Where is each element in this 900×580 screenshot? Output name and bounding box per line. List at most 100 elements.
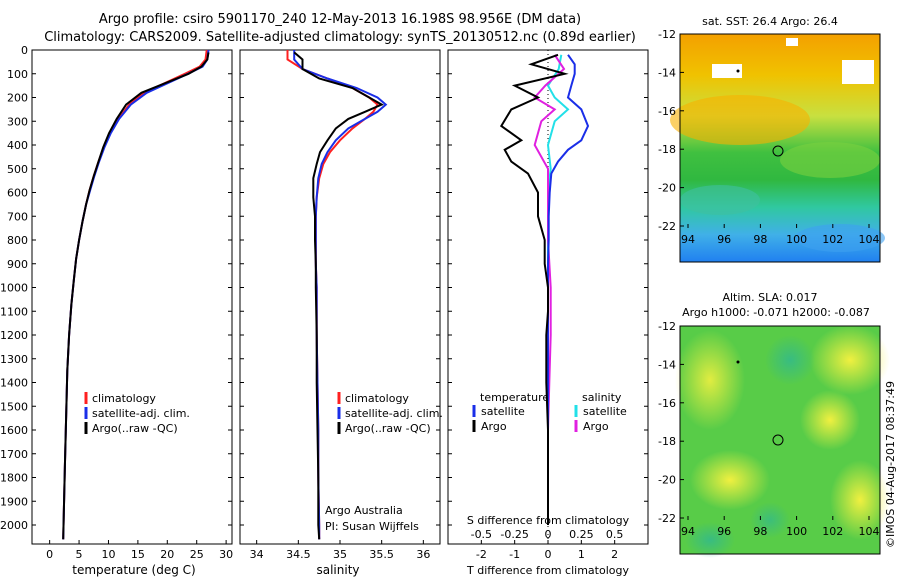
sst-lat-tick-label: -14	[658, 66, 676, 79]
temperature-x-tick-label: 10	[101, 548, 115, 561]
sla-lat-tick-label: -18	[658, 435, 676, 448]
t-diff-tick-label: 0	[545, 548, 552, 561]
depth-tick-label: 1300	[0, 353, 28, 366]
salinity-note-line1: Argo Australia	[325, 504, 403, 517]
sst-lat-tick-label: -20	[658, 182, 676, 195]
sst-lon-tick-label: 94	[681, 233, 695, 246]
chart-marks: 0100200300400500600700800900100011001200…	[0, 28, 880, 561]
temperature-x-tick-label: 25	[190, 548, 204, 561]
sla-map-title-line2: Argo h1000: -0.071 h2000: -0.087	[682, 306, 870, 319]
temperature-panel-frame	[31, 49, 233, 545]
temperature-series-1	[62, 49, 210, 540]
salinity-series-1	[293, 50, 388, 540]
depth-tick-label: 1400	[0, 377, 28, 390]
temperature-series-2	[62, 52, 210, 540]
depth-tick-label: 2000	[0, 519, 28, 532]
legend-item-temp-argo: Argo	[481, 420, 507, 433]
legend-item-temp-satellite: satellite	[481, 405, 525, 418]
sst-lon-tick-label: 100	[786, 233, 807, 246]
depth-tick-label: 700	[7, 210, 28, 223]
sla-lon-tick-label: 100	[786, 525, 807, 538]
sst-lon-tick-label: 102	[822, 233, 843, 246]
salinity-series-2	[293, 51, 384, 540]
depth-tick-label: 1900	[0, 495, 28, 508]
legend-item-climatology: climatology	[345, 392, 409, 405]
salinity-x-tick-label: 35	[333, 548, 347, 561]
difference-legend: temperature salinity satellite Argo sate…	[472, 391, 627, 433]
sla-lon-tick-label: 94	[681, 525, 695, 538]
salinity-x-tick-label: 35.5	[369, 548, 394, 561]
sla-lon-tick-label: 102	[822, 525, 843, 538]
sst-lat-tick-label: -12	[658, 28, 676, 41]
sst-lon-tick-label: 96	[717, 233, 731, 246]
depth-tick-label: 300	[7, 115, 28, 128]
s-diff-series-1	[533, 54, 566, 525]
temperature-x-tick-label: 0	[46, 548, 53, 561]
t-diff-tick-label: -2	[476, 548, 487, 561]
t-difference-axis-label: T difference from climatology	[466, 564, 629, 577]
legend-title-temperature: temperature	[480, 391, 549, 404]
salinity-series-0	[286, 50, 379, 540]
sla-lat-tick-label: -16	[658, 397, 676, 410]
legend-item-climatology: climatology	[92, 392, 156, 405]
sst-lon-tick-label: 98	[753, 233, 767, 246]
legend-item-argo: Argo(..raw -QC)	[345, 422, 431, 435]
s-diff-tick-label: 0.5	[606, 528, 624, 541]
sla-lon-tick-label: 104	[859, 525, 880, 538]
depth-tick-label: 400	[7, 139, 28, 152]
s-diff-tick-label: -0.5	[471, 528, 492, 541]
salinity-note-line2: PI: Susan Wijffels	[325, 520, 419, 533]
imos-timestamp: ©IMOS 04-Aug-2017 08:37:49	[884, 381, 897, 548]
temperature-axis-label: temperature (deg C)	[72, 563, 195, 577]
plot-title-line1: Argo profile: csiro 5901170_240 12-May-2…	[98, 12, 582, 27]
legend-item-satellite: satellite-adj. clim.	[92, 407, 190, 420]
depth-tick-label: 100	[7, 68, 28, 81]
t-diff-tick-label: 2	[611, 548, 618, 561]
depth-tick-label: 900	[7, 258, 28, 271]
s-diff-tick-label: -0.25	[500, 528, 528, 541]
legend-title-salinity: salinity	[582, 391, 622, 404]
temperature-x-tick-label: 15	[131, 548, 145, 561]
depth-tick-label: 1800	[0, 472, 28, 485]
temperature-x-tick-label: 30	[219, 548, 233, 561]
sla-lat-tick-label: -14	[658, 358, 676, 371]
sla-lat-tick-label: -22	[658, 512, 676, 525]
depth-tick-label: 200	[7, 92, 28, 105]
depth-tick-label: 600	[7, 187, 28, 200]
sst-map	[670, 33, 885, 263]
plot-title-line2: Climatology: CARS2009. Satellite-adjuste…	[44, 30, 636, 45]
t-diff-tick-label: 1	[578, 548, 585, 561]
salinity-axis-label: salinity	[316, 563, 359, 577]
t-diff-series-0	[547, 54, 590, 525]
sst-lat-tick-label: -18	[658, 143, 676, 156]
depth-tick-label: 1700	[0, 448, 28, 461]
temperature-legend: climatology satellite-adj. clim. Argo(..…	[84, 392, 190, 435]
temperature-x-tick-label: 5	[76, 548, 83, 561]
legend-item-sal-satellite: satellite	[583, 405, 627, 418]
sla-lat-tick-label: -12	[658, 320, 676, 333]
depth-tick-label: 800	[7, 234, 28, 247]
s-diff-tick-label: 0	[545, 528, 552, 541]
argo-location-marker-sla	[772, 434, 784, 446]
temperature-series-0	[62, 49, 208, 540]
sla-map-title-line1: Altim. SLA: 0.017	[722, 291, 817, 304]
salinity-legend: climatology satellite-adj. clim. Argo(..…	[337, 392, 443, 435]
depth-tick-label: 1000	[0, 282, 28, 295]
legend-item-satellite: satellite-adj. clim.	[345, 407, 443, 420]
sst-lat-tick-label: -16	[658, 105, 676, 118]
legend-item-argo: Argo(..raw -QC)	[92, 422, 178, 435]
t-diff-series-1	[499, 53, 569, 525]
sla-lon-tick-label: 98	[753, 525, 767, 538]
salinity-x-tick-label: 34.5	[286, 548, 311, 561]
legend-item-sal-argo: Argo	[583, 420, 609, 433]
depth-tick-label: 1600	[0, 424, 28, 437]
s-diff-tick-label: 0.25	[569, 528, 594, 541]
depth-tick-label: 0	[21, 44, 28, 57]
sst-lat-tick-label: -22	[658, 220, 676, 233]
depth-tick-label: 1200	[0, 329, 28, 342]
depth-tick-label: 1100	[0, 305, 28, 318]
salinity-x-tick-label: 36	[416, 548, 430, 561]
sla-lon-tick-label: 96	[717, 525, 731, 538]
sla-map	[675, 325, 890, 558]
